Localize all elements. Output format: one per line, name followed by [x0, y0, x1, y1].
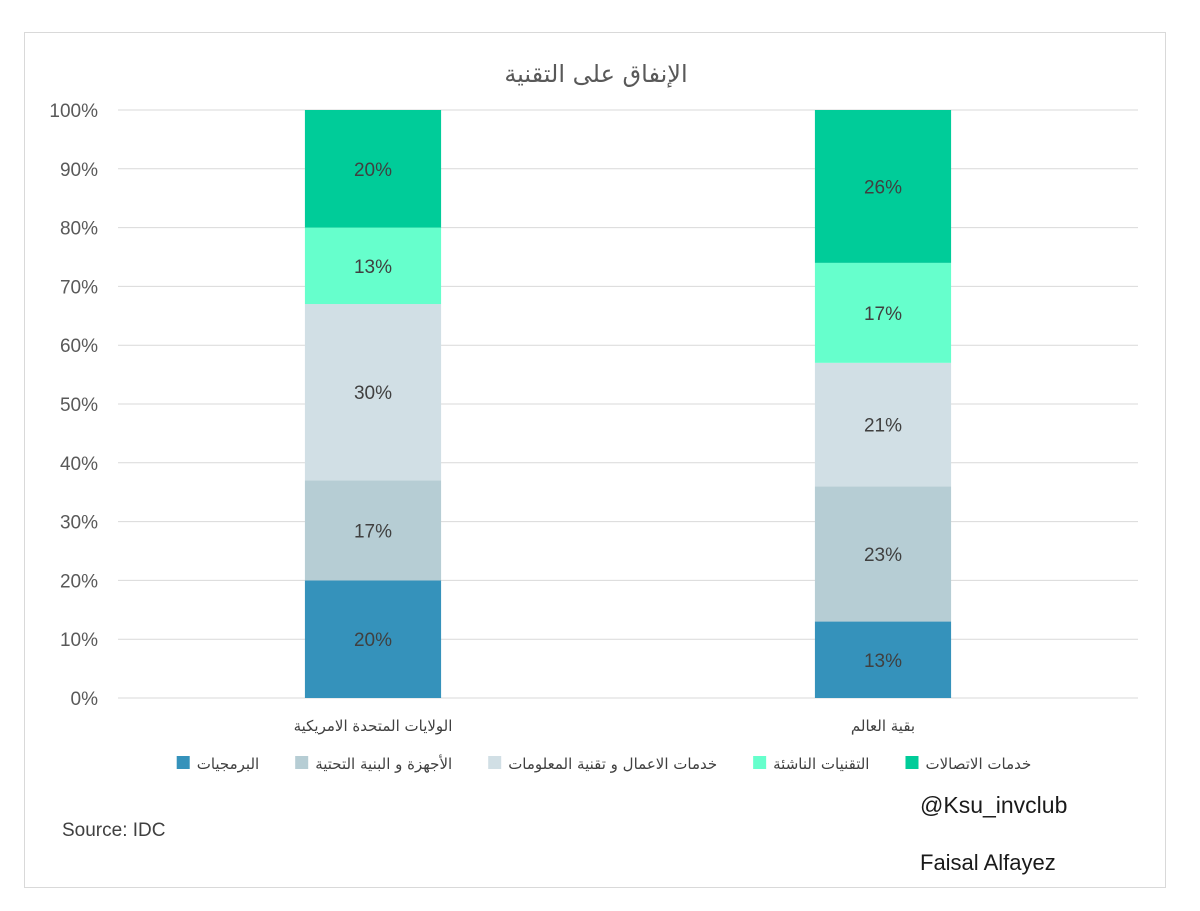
legend: البرمجيات الأجهزة و البنية التحتية خدمات ا…	[176, 754, 1031, 773]
x-category-label: بقية العالم	[851, 717, 915, 735]
legend-label: الأجهزة و البنية التحتية	[315, 754, 452, 773]
data-label: 17%	[354, 521, 392, 542]
legend-label: البرمجيات	[197, 755, 259, 773]
bar-segment	[304, 110, 442, 228]
legend-item: خدمات الاتصالات	[905, 755, 1031, 773]
bar-segment	[304, 304, 442, 481]
bar-segment	[304, 580, 442, 698]
x-category-label: الولايات المتحدة الامريكية	[294, 717, 453, 735]
y-tick-label: 30%	[60, 513, 98, 534]
legend-swatch	[176, 756, 190, 769]
y-tick-label: 0%	[71, 689, 99, 710]
bar-segment	[304, 227, 442, 305]
bars: 20% 17% 30% 13% 20% 13% 23% 21% 17% 26%	[304, 110, 952, 698]
legend-item: البرمجيات	[176, 755, 259, 773]
y-tick-label: 50%	[60, 395, 98, 416]
chart-title: الإنفاق على التقنية	[504, 60, 687, 88]
data-label: 20%	[354, 160, 392, 181]
chart-frame	[24, 32, 1166, 888]
y-tick-label: 20%	[60, 571, 98, 592]
data-label: 30%	[354, 383, 392, 404]
twitter-handle: @Ksu_invclub	[920, 792, 1068, 818]
data-label: 13%	[354, 257, 392, 278]
data-label: 23%	[864, 545, 902, 566]
bar-segment	[814, 110, 952, 263]
gridlines	[118, 109, 1138, 699]
author-name: Faisal Alfayez	[920, 850, 1056, 875]
data-label: 20%	[354, 630, 392, 651]
legend-item: الأجهزة و البنية التحتية	[295, 754, 452, 773]
y-tick-label: 90%	[60, 160, 98, 181]
legend-label: خدمات الاعمال و تقنية المعلومات	[508, 755, 717, 773]
y-tick-label: 60%	[60, 336, 98, 357]
legend-swatch	[488, 756, 502, 769]
legend-item: التقنيات الناشئة	[753, 755, 869, 773]
bar-segment	[814, 262, 952, 363]
source-note: Source: IDC	[62, 820, 166, 841]
legend-swatch	[295, 756, 309, 769]
y-tick-label: 100%	[49, 101, 98, 122]
x-axis-categories: الولايات المتحدة الامريكية بقية العالم	[294, 717, 916, 735]
y-tick-label: 10%	[60, 630, 98, 651]
data-label: 21%	[864, 416, 902, 437]
data-label: 26%	[864, 177, 902, 198]
legend-swatch	[905, 756, 919, 769]
y-tick-label: 80%	[60, 219, 98, 240]
bar-segment	[304, 480, 442, 581]
data-label: 13%	[864, 651, 902, 672]
y-tick-label: 70%	[60, 277, 98, 298]
legend-swatch	[753, 756, 767, 769]
y-axis-ticks: 0% 10% 20% 30% 40% 50% 60% 70% 80% 90% 100%	[49, 101, 98, 710]
legend-item: خدمات الاعمال و تقنية المعلومات	[488, 755, 717, 773]
data-label: 17%	[864, 304, 902, 325]
y-tick-label: 40%	[60, 454, 98, 475]
legend-label: خدمات الاتصالات	[925, 755, 1031, 773]
bar-segment	[814, 621, 952, 698]
bar-segment	[814, 486, 952, 622]
bar-segment	[814, 362, 952, 487]
legend-label: التقنيات الناشئة	[773, 755, 869, 773]
